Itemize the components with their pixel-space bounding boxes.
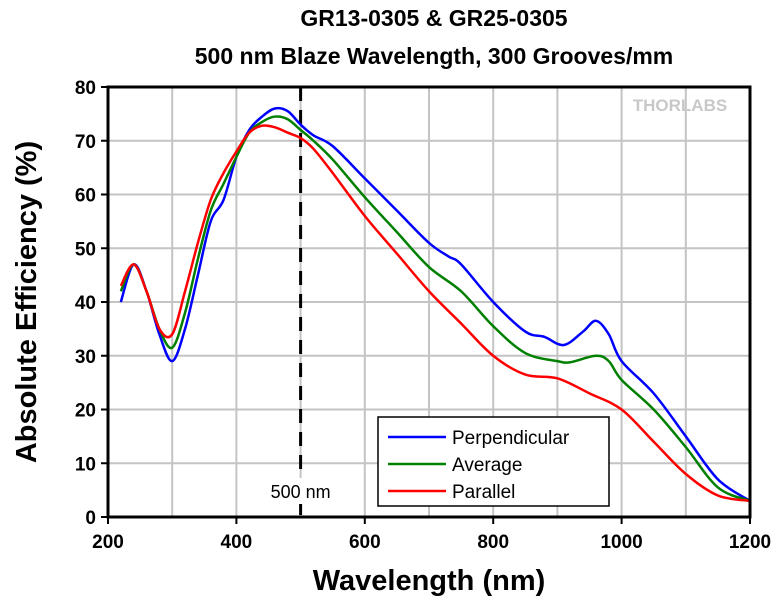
x-tick-label: 400 (221, 532, 253, 553)
thorlabs-watermark: THORLABS (633, 96, 727, 115)
legend-label-average: Average (452, 455, 522, 476)
series-line-perpendicular (119, 106, 751, 502)
annotation-bg (262, 478, 339, 504)
y-tick-label: 70 (75, 132, 96, 153)
legend-label-perpendicular: Perpendicular (452, 428, 570, 449)
y-tick-label: 20 (75, 401, 96, 422)
y-axis-label: Absolute Efficiency (%) (11, 141, 43, 463)
chart-subtitle: 500 nm Blaze Wavelength, 300 Grooves/mm (195, 43, 674, 69)
plot-frame (106, 85, 752, 519)
x-tick-label: 1000 (600, 532, 642, 553)
y-tick-label: 10 (75, 454, 96, 475)
chart-title: GR13-0305 & GR25-0305 (300, 5, 567, 31)
y-axis-ticks: 0 10 20 30 40 50 60 70 80 (75, 78, 108, 529)
x-tick-label: 1200 (729, 532, 771, 553)
y-tick-label: 60 (75, 186, 96, 207)
series-line-parallel (119, 124, 751, 503)
annotation-label: 500 nm (271, 482, 331, 502)
x-axis-label: Wavelength (nm) (313, 565, 546, 597)
legend: Perpendicular Average Parallel (377, 416, 610, 507)
x-tick-label: 200 (92, 532, 124, 553)
x-tick-label: 600 (349, 532, 381, 553)
y-tick-label: 40 (75, 293, 96, 314)
y-tick-label: 50 (75, 239, 96, 260)
annotation: 500 nm (262, 87, 339, 517)
series-group (119, 106, 751, 503)
y-tick-label: 0 (85, 508, 96, 529)
series-line-average (119, 115, 751, 503)
x-tick-label: 800 (477, 532, 509, 553)
x-axis-ticks: 200 400 600 800 1000 1200 (92, 517, 771, 553)
y-tick-label: 30 (75, 347, 96, 368)
y-tick-label: 80 (75, 78, 96, 99)
legend-label-parallel: Parallel (452, 482, 515, 503)
